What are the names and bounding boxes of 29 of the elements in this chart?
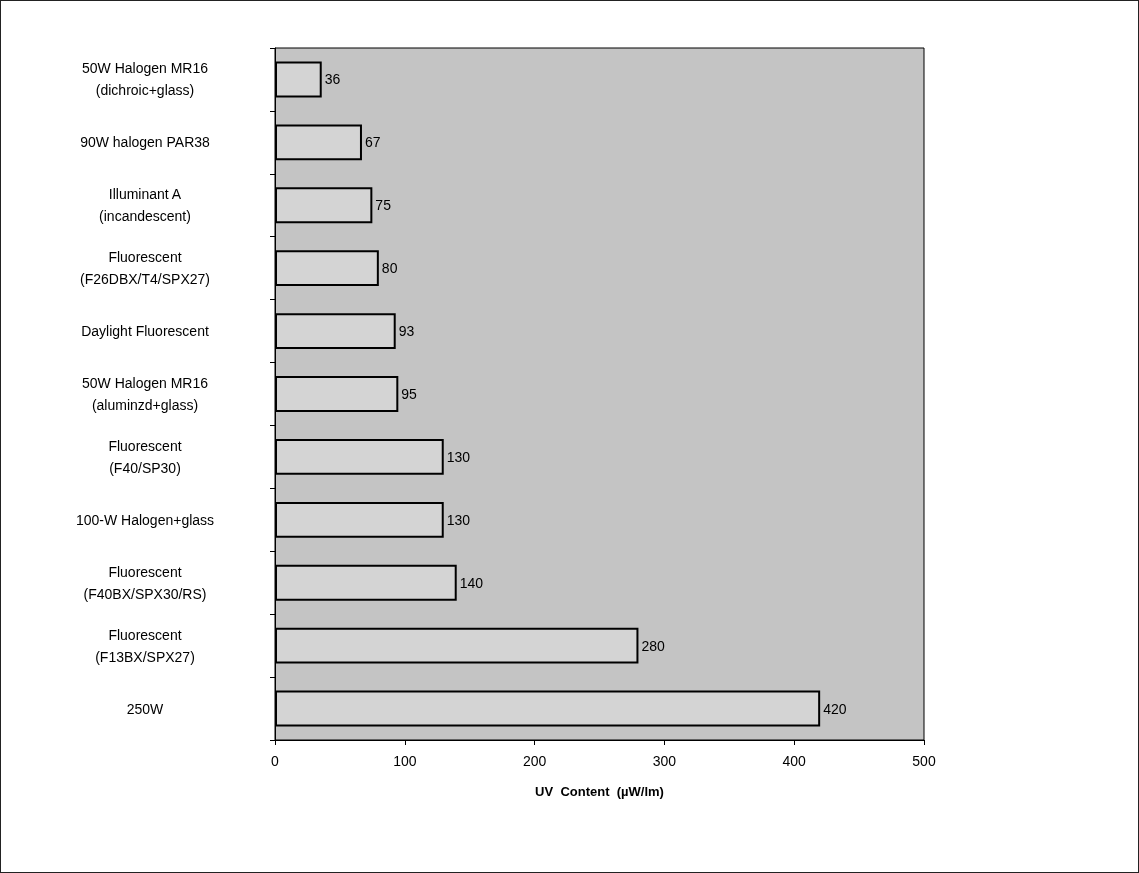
x-tick-label: 100 xyxy=(393,753,417,769)
data-label: 36 xyxy=(324,71,341,88)
y-tick-label: 50W Halogen MR16 (dichroic+glass) xyxy=(81,60,209,99)
y-tick-label: Illuminant A (incandescent) xyxy=(99,186,191,225)
y-tick-label: 100-W Halogen+glass xyxy=(75,511,215,528)
data-label: 67 xyxy=(364,134,381,151)
y-tick-label: Daylight Fluorescent xyxy=(81,323,209,340)
data-label: 130 xyxy=(446,448,471,465)
data-label: 93 xyxy=(398,323,415,340)
data-label: 420 xyxy=(823,700,847,717)
data-label: 280 xyxy=(641,637,666,654)
data-label: 80 xyxy=(381,260,398,277)
x-tick-label: 200 xyxy=(522,753,547,769)
data-label: 130 xyxy=(446,511,471,528)
data-label: 140 xyxy=(459,574,484,591)
x-axis-title: UV Content (µW/lm) xyxy=(535,784,664,799)
y-tick-label: 90W halogen PAR38 xyxy=(80,134,211,151)
y-tick-label: 250W xyxy=(126,700,165,717)
y-tick-label: Fluorescent (F40/SP30) xyxy=(108,437,182,476)
y-tick-label: 50W Halogen MR16 (aluminzd+glass) xyxy=(81,375,209,413)
data-label: 95 xyxy=(401,386,418,402)
y-tick-label: Fluorescent (F13BX/SPX27) xyxy=(95,626,195,665)
data-label: 75 xyxy=(375,197,392,214)
x-tick-label: 500 xyxy=(912,753,936,769)
y-tick-label: Fluorescent (F26DBX/T4/SPX27) xyxy=(80,249,210,288)
x-tick-label: 300 xyxy=(652,753,677,769)
y-tick-label: Fluorescent (F40BX/SPX30/RS) xyxy=(83,563,207,602)
x-tick-label: 400 xyxy=(782,753,807,769)
x-tick-label: 0 xyxy=(271,753,280,769)
